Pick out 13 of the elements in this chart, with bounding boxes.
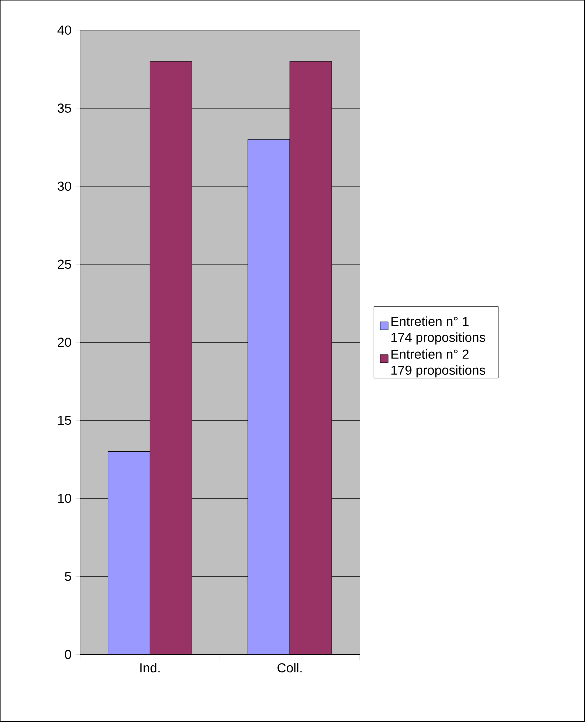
- y-tick-label: 40: [58, 26, 72, 35]
- x-tick-label: Coll.: [278, 663, 302, 673]
- legend-label: Entretien n° 2 179 propositions: [392, 350, 486, 378]
- legend-label: Entretien n° 1 174 propositions: [392, 316, 486, 345]
- y-tick-label: 30: [58, 182, 72, 192]
- y-tick-label: 20: [58, 338, 72, 348]
- y-tick-label: 0: [65, 650, 72, 660]
- y-tick-label: 25: [58, 260, 72, 270]
- y-tick-label: 5: [65, 572, 72, 582]
- x-tick-label: Ind.: [140, 663, 160, 673]
- y-tick-label: 35: [58, 104, 72, 113]
- y-tick-label: 10: [58, 494, 72, 504]
- y-tick-label: 15: [58, 416, 72, 426]
